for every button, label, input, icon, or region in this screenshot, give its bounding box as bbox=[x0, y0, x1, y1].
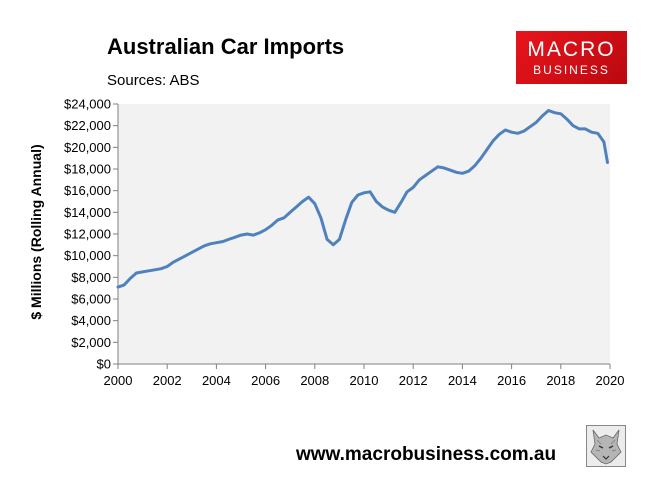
y-tick-label: $6,000 bbox=[71, 292, 111, 307]
x-tick-label: 2018 bbox=[546, 373, 575, 388]
y-tick-label: $16,000 bbox=[64, 183, 111, 198]
y-axis-label: $ Millions (Rolling Annual) bbox=[28, 144, 44, 319]
y-axis: $0 $2,000 $4,000 $6,000 $8,000 $10,000 $12,000… bbox=[64, 97, 119, 372]
y-tick-label: $12,000 bbox=[64, 227, 111, 242]
y-tick-label: $4,000 bbox=[71, 313, 111, 328]
chart-subtitle: Sources: ABS bbox=[107, 72, 200, 89]
y-tick-label: $24,000 bbox=[64, 97, 111, 112]
y-tick-label: $18,000 bbox=[64, 162, 111, 177]
wolf-icon bbox=[586, 425, 626, 467]
chart-title: Australian Car Imports bbox=[107, 34, 345, 59]
y-tick-label: $10,000 bbox=[64, 248, 111, 263]
footer-url: www.macrobusiness.com.au bbox=[296, 444, 557, 465]
y-tick-label: $2,000 bbox=[71, 335, 111, 350]
y-tick-label: $0 bbox=[97, 357, 111, 372]
y-tick-label: $14,000 bbox=[64, 205, 111, 220]
logo-line-2: BUSINESS bbox=[533, 63, 610, 77]
plot-background bbox=[118, 104, 610, 364]
macrobusiness-logo: MACRO BUSINESS bbox=[516, 31, 627, 84]
x-tick-label: 2008 bbox=[300, 373, 329, 388]
x-tick-label: 2012 bbox=[399, 373, 428, 388]
x-tick-label: 2016 bbox=[497, 373, 526, 388]
x-tick-label: 2014 bbox=[448, 373, 477, 388]
x-tick-label: 2004 bbox=[202, 373, 231, 388]
x-tick-label: 2006 bbox=[251, 373, 280, 388]
x-tick-label: 2002 bbox=[153, 373, 182, 388]
x-tick-label: 2000 bbox=[104, 373, 133, 388]
series-layer bbox=[116, 109, 609, 289]
y-tick-label: $22,000 bbox=[64, 118, 111, 133]
series-line bbox=[116, 109, 609, 289]
x-tick-label: 2010 bbox=[350, 373, 379, 388]
y-tick-label: $20,000 bbox=[64, 140, 111, 155]
y-tick-label: $8,000 bbox=[71, 270, 111, 285]
x-axis: 2000 2002 2004 2006 2008 2010 2012 2014 2016 2018… bbox=[104, 363, 625, 388]
x-tick-label: 2020 bbox=[596, 373, 625, 388]
logo-line-1: MACRO bbox=[527, 38, 616, 61]
